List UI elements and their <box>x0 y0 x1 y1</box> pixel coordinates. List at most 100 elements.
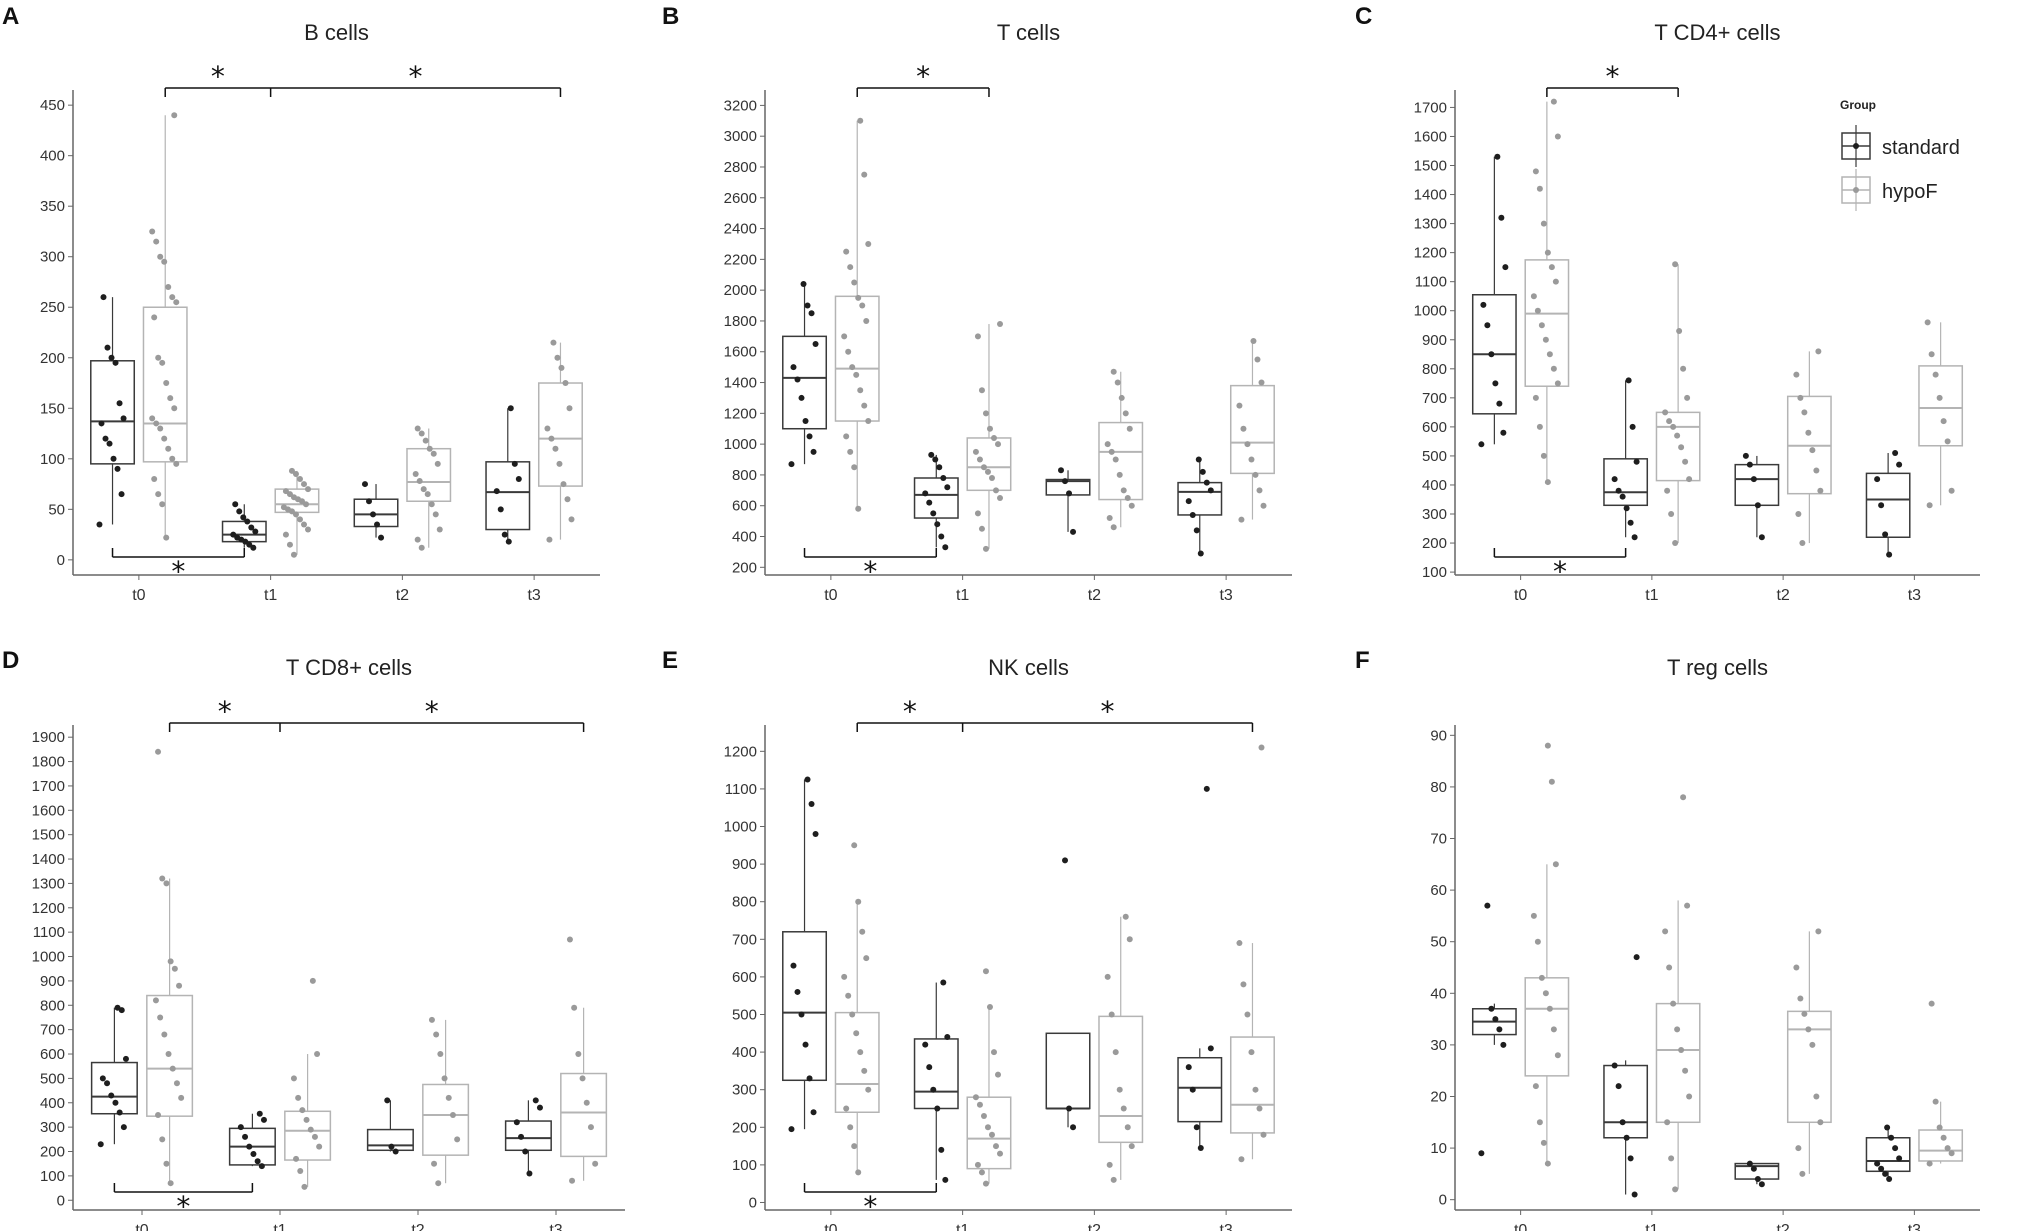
y-tick-label: 400 <box>40 148 65 165</box>
data-point <box>997 495 1004 502</box>
box-standard <box>1865 1124 1911 1183</box>
box-iqr <box>422 1083 470 1156</box>
legend-item-hypof: hypoF <box>1841 169 1938 211</box>
y-tick-label: 400 <box>40 1095 65 1112</box>
data-point <box>161 258 168 265</box>
data-point <box>428 1016 435 1023</box>
legend: Group standard hypoF <box>1840 98 1960 211</box>
data-point <box>1758 1181 1765 1188</box>
data-point <box>1664 487 1671 494</box>
y-tick-label: 1200 <box>724 743 757 760</box>
data-point <box>550 339 557 346</box>
panel-letter: D <box>2 647 19 674</box>
y-tick-label: 700 <box>40 1022 65 1039</box>
data-point <box>1817 487 1824 494</box>
data-point <box>980 464 987 471</box>
data-point <box>167 1180 174 1187</box>
data-point <box>445 1094 452 1101</box>
data-point <box>1817 1119 1824 1126</box>
y-tick-label: 200 <box>732 1119 757 1136</box>
data-point <box>1678 1047 1685 1054</box>
data-point <box>159 501 166 508</box>
data-point <box>1548 778 1555 785</box>
data-point <box>566 936 573 943</box>
data-point <box>810 448 817 455</box>
y-tick-label: 1200 <box>32 900 65 917</box>
box-standard <box>221 501 267 551</box>
box-standard <box>353 481 399 541</box>
significance-star: * <box>1101 695 1115 728</box>
data-point <box>857 117 864 124</box>
data-point <box>1886 551 1893 558</box>
data-point <box>1532 394 1539 401</box>
data-point <box>798 1011 805 1018</box>
data-point <box>1672 1186 1679 1193</box>
data-point <box>1878 1165 1885 1172</box>
data-point <box>441 1075 448 1082</box>
y-tick-label: 800 <box>40 997 65 1014</box>
data-point <box>1932 371 1939 378</box>
data-point <box>1892 1145 1899 1152</box>
box-hypof <box>1786 348 1832 547</box>
data-point <box>122 1055 129 1062</box>
data-point <box>314 1051 321 1058</box>
y-tick-label: 1700 <box>32 778 65 795</box>
data-point <box>300 521 307 528</box>
data-point <box>995 441 1002 448</box>
data-point <box>788 461 795 468</box>
data-point <box>1189 511 1196 518</box>
data-point <box>1944 438 1951 445</box>
box-iqr <box>1655 1002 1701 1124</box>
box-iqr <box>966 437 1012 492</box>
y-tick-label: 100 <box>40 1168 65 1185</box>
x-tick-label: t3 <box>1219 587 1232 604</box>
data-point <box>1498 214 1505 221</box>
significance-star: * <box>218 695 232 728</box>
data-point <box>863 955 870 962</box>
data-point <box>938 1146 945 1153</box>
data-point <box>552 445 559 452</box>
data-point <box>307 1126 314 1133</box>
panel-title: T CD4+ cells <box>1654 20 1780 45</box>
y-tick-label: 30 <box>1430 1037 1447 1054</box>
data-point <box>1633 954 1640 961</box>
y-tick-label: 1400 <box>32 851 65 868</box>
data-point <box>430 450 437 457</box>
box-hypof <box>284 977 332 1190</box>
data-point <box>1124 1124 1131 1131</box>
y-tick-label: 500 <box>1422 448 1447 465</box>
data-point <box>562 380 569 387</box>
data-point <box>1928 1000 1935 1007</box>
y-tick-label: 1400 <box>724 375 757 392</box>
data-point <box>418 430 425 437</box>
data-point <box>116 1109 123 1116</box>
data-point <box>422 437 429 444</box>
box-iqr <box>90 1061 138 1115</box>
data-point <box>1484 902 1491 909</box>
box-hypof <box>966 321 1012 552</box>
y-tick-label: 50 <box>48 501 65 518</box>
data-point <box>936 464 943 471</box>
data-point <box>1742 452 1749 459</box>
data-point <box>1793 964 1800 971</box>
data-point <box>579 1075 586 1082</box>
data-point <box>1494 153 1501 160</box>
data-point <box>812 341 819 348</box>
data-point <box>1244 441 1251 448</box>
x-tick-label: t0 <box>1514 1222 1527 1231</box>
box-standard <box>90 1004 138 1148</box>
data-point <box>997 321 1004 328</box>
x-tick-label: t3 <box>1908 1222 1921 1231</box>
data-point <box>112 359 119 366</box>
y-tick-label: 150 <box>40 400 65 417</box>
y-tick-label: 90 <box>1430 727 1447 744</box>
y-tick-label: 50 <box>1430 934 1447 951</box>
data-point <box>1793 371 1800 378</box>
data-point <box>114 465 121 472</box>
data-point <box>1544 249 1551 256</box>
data-point <box>242 1133 249 1140</box>
data-point <box>1623 1134 1630 1141</box>
data-point <box>1805 429 1812 436</box>
data-point <box>1799 1170 1806 1177</box>
data-point <box>155 354 162 361</box>
